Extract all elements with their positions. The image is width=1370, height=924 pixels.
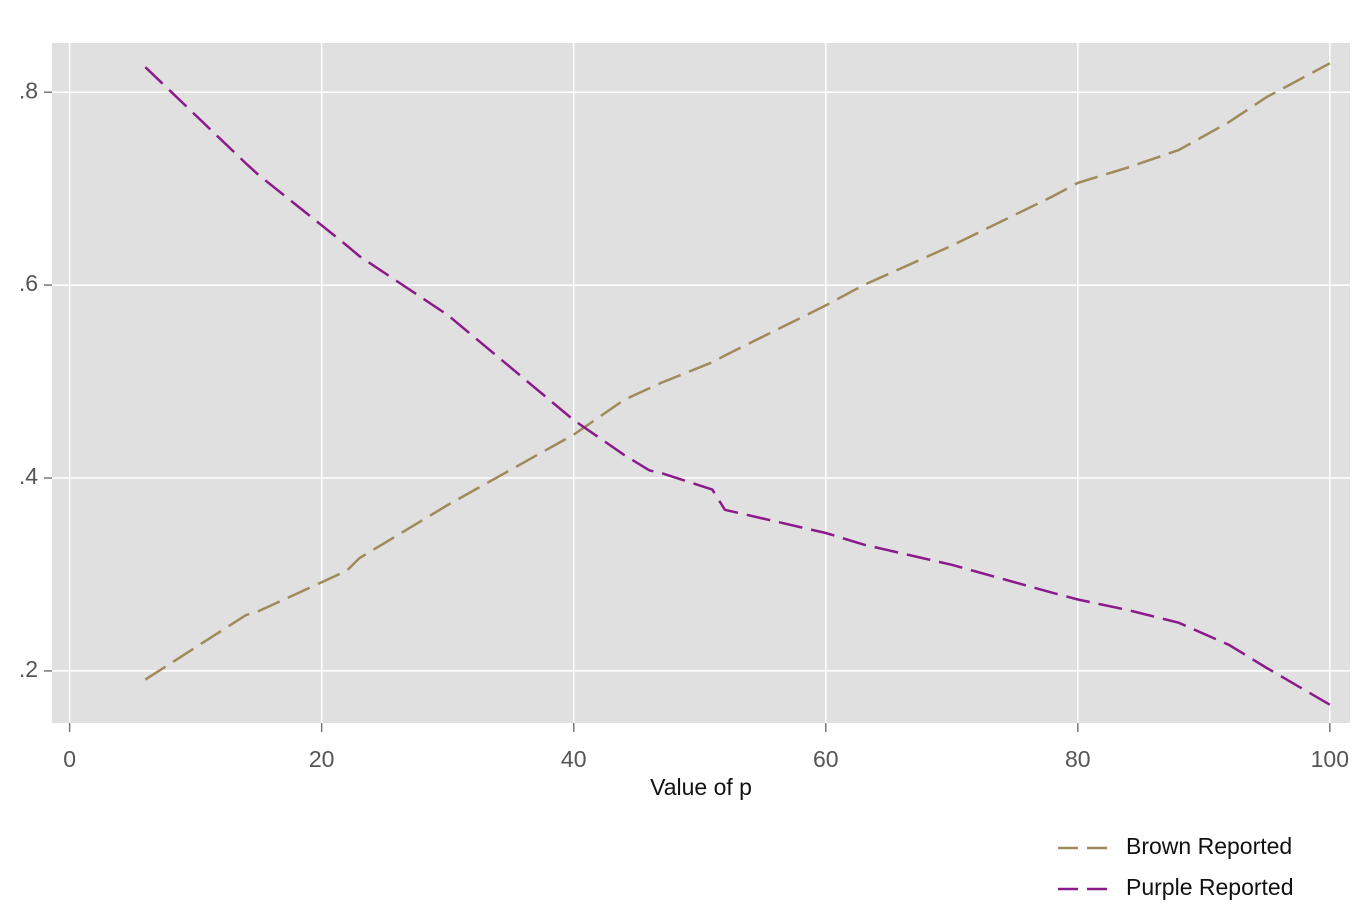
- x-tick-label: 40: [561, 746, 587, 772]
- y-tick-label: .6: [19, 270, 38, 296]
- x-tick-label: 20: [309, 746, 335, 772]
- y-tick-label: .4: [19, 463, 38, 489]
- x-tick-label: 100: [1311, 746, 1349, 772]
- legend-label: Brown Reported: [1126, 833, 1292, 859]
- x-tick-label: 80: [1065, 746, 1091, 772]
- series-line: [144, 66, 1331, 706]
- series-line: [144, 62, 1331, 681]
- legend-label: Purple Reported: [1126, 874, 1294, 900]
- y-tick-label: .2: [19, 656, 38, 682]
- x-tick-label: 0: [63, 746, 76, 772]
- plot-area: [52, 43, 1350, 723]
- x-axis-label: Value of p: [650, 774, 752, 800]
- y-tick-label: .8: [19, 77, 38, 103]
- x-tick-label: 60: [813, 746, 839, 772]
